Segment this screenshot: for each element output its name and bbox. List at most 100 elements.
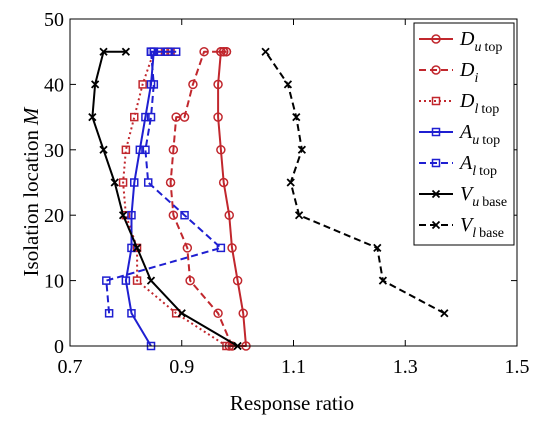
legend-marker bbox=[431, 158, 441, 168]
data-point bbox=[127, 309, 136, 318]
legend-label: Vl base bbox=[460, 214, 504, 241]
data-point bbox=[155, 47, 164, 56]
data-point bbox=[297, 145, 307, 154]
data-point bbox=[283, 80, 293, 89]
data-point bbox=[118, 211, 128, 220]
data-point bbox=[216, 145, 226, 155]
legend-subscript: l bbox=[472, 226, 476, 241]
data-point bbox=[88, 112, 97, 122]
data-point bbox=[182, 243, 193, 253]
legend-marker bbox=[431, 127, 441, 137]
y-tick-label: 50 bbox=[44, 9, 64, 31]
legend-label: Dl top bbox=[459, 90, 499, 117]
data-point bbox=[138, 80, 147, 89]
series-7 bbox=[261, 47, 449, 318]
legend-subscript-text: top bbox=[481, 102, 499, 117]
data-point bbox=[238, 308, 248, 319]
x-tick-label: 1.3 bbox=[393, 356, 418, 378]
data-point bbox=[127, 243, 136, 253]
data-point bbox=[216, 46, 226, 57]
x-tick-label: 0.9 bbox=[169, 356, 194, 378]
data-point bbox=[102, 276, 111, 285]
x-axis-title: Response ratio bbox=[230, 391, 354, 415]
legend-marker bbox=[431, 220, 441, 230]
series-line bbox=[169, 50, 233, 347]
data-point bbox=[149, 80, 159, 89]
data-point bbox=[221, 46, 232, 57]
data-point bbox=[168, 210, 179, 220]
legend-symbol: D bbox=[459, 90, 475, 112]
y-axis-title: Isolation location M bbox=[19, 106, 43, 276]
data-point bbox=[213, 308, 223, 319]
legend-marker bbox=[431, 65, 441, 75]
data-point bbox=[292, 112, 301, 122]
series-5 bbox=[102, 47, 226, 318]
legend-symbol: D bbox=[459, 59, 475, 81]
legend-entry: Dl top bbox=[419, 90, 499, 117]
data-point bbox=[121, 276, 131, 285]
data-point bbox=[185, 275, 195, 286]
data-point bbox=[373, 243, 382, 253]
legend-entry: Al top bbox=[419, 152, 497, 179]
y-tick-label: 0 bbox=[54, 336, 64, 358]
legend-subscript-text: top bbox=[482, 133, 500, 148]
x-tick-label: 0.7 bbox=[58, 356, 83, 378]
legend-subscript: u bbox=[474, 40, 481, 55]
legend-symbol: V bbox=[460, 183, 475, 205]
legend-label: Di bbox=[459, 59, 478, 86]
data-point bbox=[213, 112, 223, 122]
legend-subscript: u bbox=[472, 195, 479, 210]
data-point bbox=[168, 145, 179, 155]
y-tick-label: 10 bbox=[44, 271, 64, 293]
legend-entry: Vu base bbox=[419, 183, 507, 210]
data-point bbox=[216, 243, 226, 253]
data-point bbox=[146, 112, 156, 122]
data-point bbox=[146, 276, 156, 285]
data-point bbox=[440, 309, 449, 318]
legend-marker bbox=[431, 96, 441, 106]
legend-symbol: A bbox=[458, 152, 473, 174]
data-point bbox=[180, 210, 189, 220]
series-line bbox=[105, 50, 222, 314]
data-point bbox=[261, 47, 270, 56]
legend-entry: Di bbox=[419, 59, 478, 86]
legend-subscript: i bbox=[474, 71, 478, 86]
data-point bbox=[177, 309, 186, 318]
legend-marker bbox=[431, 34, 441, 44]
data-point bbox=[165, 177, 176, 188]
data-point bbox=[286, 178, 295, 187]
legend-entry: Du top bbox=[419, 28, 502, 55]
series-line bbox=[122, 50, 228, 347]
data-point bbox=[188, 79, 198, 90]
legend-subscript-text: base bbox=[479, 226, 504, 241]
data-point bbox=[99, 47, 108, 56]
y-tick-label: 40 bbox=[44, 74, 64, 96]
legend-symbol: A bbox=[458, 121, 473, 143]
data-point bbox=[232, 275, 243, 286]
x-tick-label: 1.1 bbox=[281, 356, 306, 378]
data-point bbox=[213, 79, 223, 90]
data-point bbox=[171, 309, 181, 318]
data-point bbox=[121, 145, 131, 155]
data-point bbox=[127, 210, 136, 220]
data-point bbox=[132, 243, 142, 253]
data-point bbox=[224, 210, 234, 220]
legend-label: Al top bbox=[458, 152, 497, 179]
legend-subscript-text: top bbox=[484, 40, 502, 55]
data-point bbox=[141, 145, 150, 155]
data-point bbox=[163, 47, 173, 56]
data-point bbox=[143, 178, 153, 187]
axes: 0.7 0.9 1.1 1.3 1.5 0 10 20 30 40 50 bbox=[44, 9, 530, 378]
data-point bbox=[199, 46, 209, 57]
legend-subscript-text: base bbox=[482, 195, 507, 210]
legend-box bbox=[413, 22, 515, 246]
legend-label: Du top bbox=[459, 28, 502, 55]
data-point bbox=[132, 243, 142, 253]
data-point bbox=[110, 178, 119, 187]
series-line bbox=[217, 50, 247, 347]
legend-subscript: u bbox=[472, 133, 479, 148]
data-point bbox=[146, 47, 156, 56]
data-point bbox=[130, 112, 139, 122]
